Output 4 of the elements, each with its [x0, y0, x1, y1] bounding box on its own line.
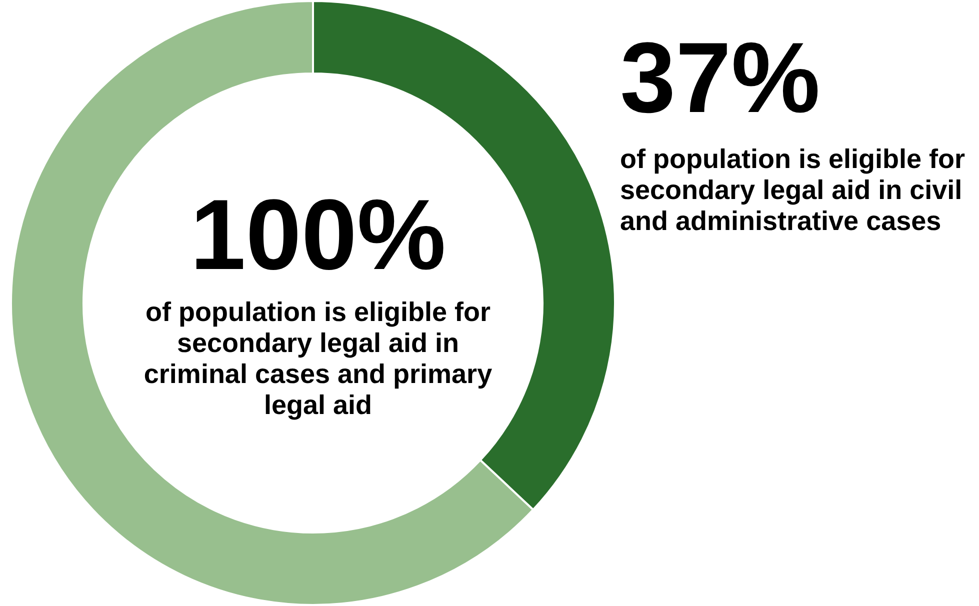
- text: 100%: [189, 179, 447, 291]
- text: of population is eligible for secondary legal aid in civil and administrative cases: [620, 144, 966, 237]
- data-label: 37%: [620, 22, 822, 134]
- text: of population is eligible for secondary legal aid in criminal cases and primary legal aid: [142, 297, 494, 421]
